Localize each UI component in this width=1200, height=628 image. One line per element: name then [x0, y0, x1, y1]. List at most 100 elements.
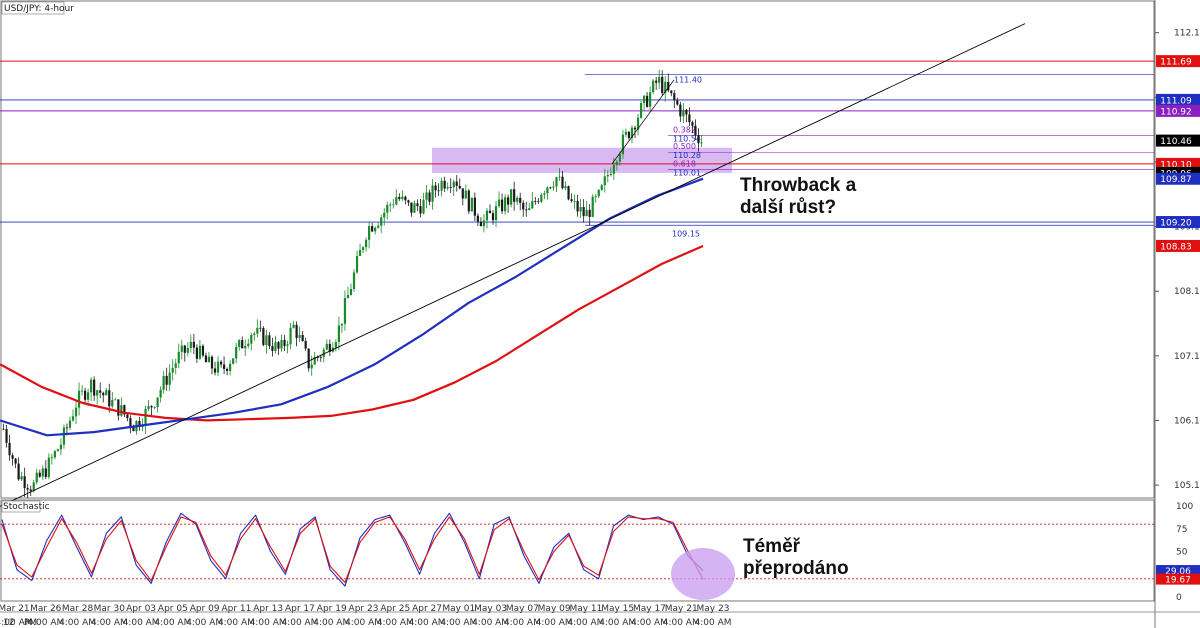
- candle-body: [298, 334, 301, 338]
- candle-body: [531, 200, 534, 209]
- candle-body: [129, 418, 132, 427]
- candle-body: [621, 134, 625, 155]
- fib-ratio-0.500: 0.500: [673, 142, 696, 151]
- stochastic-title: Stochastic: [3, 502, 50, 512]
- candle-body: [419, 206, 422, 214]
- candle-body: [470, 197, 473, 212]
- candle-body: [588, 209, 591, 217]
- x-tick-label: Apr 25: [380, 604, 410, 614]
- x-tick-label: Apr 23: [349, 604, 379, 614]
- candle-body: [56, 449, 59, 452]
- candle-body: [50, 457, 53, 459]
- candle-body: [232, 358, 235, 364]
- candle-body: [271, 346, 274, 351]
- y-tick-label-108.13: 108.13: [1174, 287, 1200, 297]
- candle-body: [537, 201, 540, 203]
- candle-body: [80, 390, 84, 392]
- candle-body: [576, 200, 579, 212]
- price-tag-111.09: [1156, 93, 1200, 106]
- candle-body: [461, 188, 464, 199]
- candle-body: [688, 114, 691, 123]
- candle-body: [274, 342, 277, 351]
- candle-body: [597, 189, 600, 197]
- candle-body: [503, 197, 507, 212]
- candle-body: [458, 185, 461, 189]
- candle-body: [500, 199, 504, 212]
- candle-body: [87, 392, 90, 400]
- price-tags-layer: 111.69111.09110.92110.46110.10109.96109.…: [1156, 55, 1200, 586]
- candle-body: [14, 458, 17, 464]
- candle-body: [549, 187, 552, 189]
- candle-body: [304, 341, 307, 349]
- candle-body: [62, 427, 66, 445]
- price-tag-text-109.20: 109.20: [1160, 219, 1192, 229]
- candle-body: [413, 203, 416, 213]
- oversold-annotation-line1: Téměř: [743, 536, 801, 557]
- candle-body: [26, 488, 29, 490]
- candle-body: [77, 390, 81, 408]
- candle-body: [377, 225, 380, 228]
- candle-body: [682, 110, 685, 117]
- candle-body: [153, 406, 156, 408]
- candle-body: [513, 189, 516, 202]
- candle-body: [186, 348, 189, 353]
- candle-body: [346, 295, 350, 299]
- candle-body: [479, 221, 483, 227]
- candle-body: [210, 356, 214, 369]
- candle-body: [316, 356, 319, 358]
- candle-body: [361, 247, 365, 251]
- x-time-label: 4:00 AM: [281, 618, 318, 628]
- fib-price-0.500: 110.28: [673, 151, 701, 160]
- price-tag-text-111.69: 111.69: [1160, 58, 1192, 68]
- x-tick-label: Apr 17: [285, 604, 315, 614]
- price-tag-text-110.10: 110.10: [1160, 160, 1192, 170]
- x-tick-label: Apr 13: [253, 604, 283, 614]
- candle-body: [494, 206, 498, 221]
- trendline-layer: [0, 23, 1026, 507]
- candle-body: [355, 255, 359, 273]
- price-tag-110.10: [1156, 157, 1200, 170]
- candle-body: [8, 442, 11, 456]
- candle-body: [307, 348, 310, 369]
- x-tick-label: Apr 27: [412, 604, 442, 614]
- candle-body: [673, 93, 676, 101]
- price-tag-109.20: [1156, 216, 1200, 229]
- candle-body: [68, 420, 72, 428]
- candle-body: [349, 289, 353, 296]
- candle-body: [582, 206, 585, 217]
- x-time-label: 4:00 AM: [377, 618, 414, 628]
- candle-body: [633, 127, 637, 130]
- price-tag-text-110.46: 110.46: [1160, 137, 1192, 147]
- candle-body: [222, 364, 226, 369]
- candle-body: [464, 190, 467, 199]
- candle-body: [395, 197, 398, 205]
- candle-body: [343, 298, 347, 324]
- candle-body: [516, 197, 519, 202]
- x-time-label: 4:00 AM: [504, 618, 541, 628]
- x-time-label: 4:00 AM: [472, 618, 509, 628]
- moving-average-fast: [0, 177, 704, 437]
- candle-body: [431, 185, 434, 202]
- x-time-label: 4:00 AM: [345, 618, 382, 628]
- candle-body: [59, 444, 63, 450]
- x-time-label: 4:00 AM: [250, 618, 287, 628]
- candle-body: [555, 177, 558, 187]
- candle-body: [691, 122, 694, 126]
- stoch-tag-29.06: [1156, 565, 1200, 577]
- candle-body: [238, 340, 241, 347]
- candle-body: [652, 80, 655, 93]
- candle-body: [340, 323, 344, 326]
- oversold-highlight-circle: [671, 548, 735, 600]
- candle-body: [180, 345, 183, 352]
- x-tick-label: Apr 19: [317, 604, 347, 614]
- price-tag-109.87: [1156, 172, 1200, 185]
- candle-body: [219, 361, 223, 365]
- candle-body: [132, 426, 135, 432]
- candle-body: [204, 355, 208, 363]
- x-time-label: 4:00 AM: [409, 618, 446, 628]
- stochastic-panel-frame: [0, 499, 1155, 602]
- candle-body: [609, 173, 612, 176]
- candle-body: [156, 397, 159, 407]
- candle-body: [265, 335, 268, 346]
- x-time-label: 4:00 AM: [0, 618, 33, 628]
